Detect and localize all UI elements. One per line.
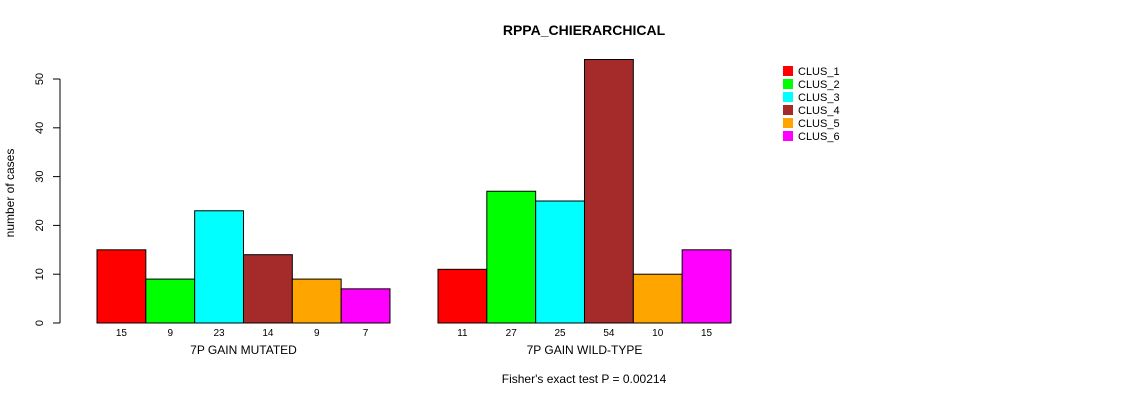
bar-count-label: 9 bbox=[167, 328, 173, 339]
bar-count-label: 15 bbox=[701, 328, 713, 339]
legend-label-clus_2: CLUS_2 bbox=[798, 79, 840, 91]
bar-count-label: 54 bbox=[603, 328, 615, 339]
bar-clus_1-mutated bbox=[96, 249, 147, 324]
y-tick-label: 30 bbox=[34, 170, 46, 182]
bar-count-label: 23 bbox=[214, 328, 226, 339]
legend-swatch-clus_1 bbox=[783, 66, 793, 76]
legend-label-clus_3: CLUS_3 bbox=[798, 92, 840, 104]
bar-clus_3-wild-type bbox=[535, 200, 585, 324]
legend-swatch-clus_2 bbox=[783, 79, 793, 89]
legend-label-clus_4: CLUS_4 bbox=[798, 105, 840, 117]
group-label: 7P GAIN MUTATED bbox=[190, 343, 297, 357]
y-tick-label: 50 bbox=[34, 73, 46, 85]
bar-clus_6-mutated bbox=[340, 288, 391, 324]
y-tick-label: 10 bbox=[34, 268, 46, 280]
bar-clus_2-mutated bbox=[145, 278, 196, 324]
legend-label-clus_6: CLUS_6 bbox=[798, 131, 840, 143]
group-labels: 7P GAIN MUTATED 7P GAIN WILD-TYPE bbox=[190, 343, 642, 357]
bar-count-label: 14 bbox=[262, 328, 274, 339]
y-tick-label: 0 bbox=[34, 320, 46, 326]
bar-count-label: 25 bbox=[555, 328, 567, 339]
bar-clus_4-wild-type bbox=[583, 59, 634, 324]
bar-count-label: 10 bbox=[652, 328, 664, 339]
y-axis-label: number of cases bbox=[3, 149, 17, 238]
chart-title: RPPA_CHIERARCHICAL bbox=[503, 22, 666, 38]
y-axis: 0 10 20 30 40 50 bbox=[34, 73, 61, 326]
legend-swatch-clus_3 bbox=[783, 92, 793, 102]
bar-clus_1-wild-type bbox=[437, 268, 488, 324]
count-labels: 15 9 23 14 9 7 11 27 25 54 10 15 bbox=[116, 328, 713, 339]
fisher-test-footnote: Fisher's exact test P = 0.00214 bbox=[502, 372, 667, 386]
bar-count-label: 27 bbox=[506, 328, 518, 339]
group-label: 7P GAIN WILD-TYPE bbox=[527, 343, 643, 357]
y-tick-label: 40 bbox=[34, 122, 46, 134]
bar-count-label: 11 bbox=[457, 328, 468, 339]
bar-count-label: 7 bbox=[363, 328, 369, 339]
legend-label-clus_1: CLUS_1 bbox=[798, 66, 840, 78]
bar-count-label: 9 bbox=[314, 328, 320, 339]
bars bbox=[96, 59, 732, 324]
bar-clus_6-wild-type bbox=[681, 249, 732, 324]
legend-label-clus_5: CLUS_5 bbox=[798, 118, 840, 130]
bar-clus_5-wild-type bbox=[632, 273, 683, 324]
y-tick-label: 20 bbox=[34, 219, 46, 231]
bar-clus_4-mutated bbox=[242, 254, 293, 324]
legend-swatch-clus_4 bbox=[783, 105, 793, 115]
legend-swatch-clus_5 bbox=[783, 118, 793, 128]
bar-clus_5-mutated bbox=[291, 278, 342, 324]
bar-clus_2-wild-type bbox=[486, 190, 537, 324]
legend-swatch-clus_6 bbox=[783, 131, 793, 141]
bar-clus_3-mutated bbox=[194, 210, 244, 324]
bar-count-label: 15 bbox=[116, 328, 128, 339]
